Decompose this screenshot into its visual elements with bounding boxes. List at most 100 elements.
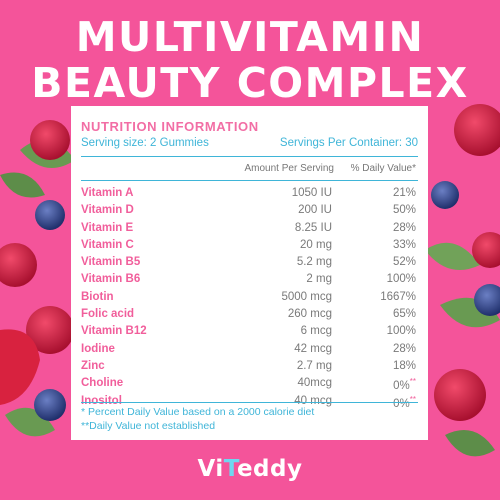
nutrient-name: Vitamin A	[81, 187, 134, 199]
footnote-mark: **	[409, 377, 416, 387]
nutrient-name: Vitamin D	[81, 204, 134, 217]
nutrient-amount: 1050 IU	[291, 187, 332, 199]
daily-value-text: 50%	[392, 204, 416, 217]
nutrient-row: Vitamin D 200 IU 50%	[81, 202, 418, 219]
nutrient-row: Choline 40mcg 0%**	[81, 375, 418, 392]
raspberry-icon	[26, 306, 74, 354]
nutrient-daily-value: 52%	[393, 256, 416, 268]
daily-value-text: 52%	[392, 256, 416, 269]
nutrient-row: Vitamin B12 6 mcg 100%	[81, 323, 418, 340]
nutrient-daily-value: 0%**	[393, 377, 416, 392]
daily-value-text: 100%	[386, 273, 416, 286]
nutrient-daily-value: 65%	[393, 308, 416, 320]
nutrient-amount: 2 mg	[306, 273, 332, 286]
raspberry-icon	[472, 232, 500, 268]
nutrient-daily-value: 21%	[393, 187, 416, 199]
daily-value-text: 1667%	[380, 290, 416, 303]
raspberry-icon	[454, 104, 500, 156]
mint-leaf-icon	[0, 172, 45, 198]
footnote-daily-value: * Percent Daily Value based on a 2000 ca…	[81, 406, 315, 418]
footnote-not-established: **Daily Value not established	[81, 420, 216, 432]
column-header-daily-value: % Daily Value*	[350, 163, 416, 174]
nutrient-row: Vitamin A 1050 IU 21%	[81, 185, 418, 202]
blueberry-icon	[34, 389, 66, 421]
nutrient-amount: 2.7 mg	[296, 359, 332, 372]
strawberry-icon	[0, 329, 40, 405]
servings-per-container: Servings Per Container: 30	[279, 137, 418, 149]
daily-value-text: 33%	[392, 238, 416, 251]
nutrient-name: Vitamin B6	[81, 273, 141, 286]
headline-line-1: MULTIVITAMIN	[75, 13, 425, 61]
nutrient-row: Vitamin B5 5.2 mg 52%	[81, 254, 418, 271]
footnote-mark: **	[409, 394, 416, 404]
daily-value-text: 28%	[392, 221, 416, 234]
nutrient-amount: 5.2 mg	[296, 256, 332, 269]
nutrient-amount: 5000 mcg	[281, 290, 332, 303]
nutrient-row: Folic acid 260 mcg 65%	[81, 306, 418, 323]
blueberry-icon	[431, 181, 459, 209]
brand-logo: ViTeddy	[0, 456, 500, 482]
raspberry-icon	[0, 243, 37, 287]
brand-prefix: Vi	[197, 456, 224, 482]
divider	[81, 180, 418, 181]
nutrient-name: Zinc	[81, 359, 105, 372]
nutrient-daily-value: 100%	[387, 325, 416, 337]
column-header-amount: Amount Per Serving	[244, 163, 335, 174]
nutrient-amount: 42 mcg	[294, 342, 332, 355]
nutrient-row: Inositol 40 mcg 0%**	[81, 393, 418, 410]
nutrient-name: Vitamin C	[81, 238, 134, 251]
nutrient-amount: 20 mg	[300, 238, 332, 251]
serving-size: Serving size: 2 Gummies	[81, 137, 209, 149]
blueberry-icon	[474, 284, 500, 316]
daily-value-text: 0%	[393, 397, 410, 410]
divider	[81, 156, 418, 157]
nutrient-name: Vitamin E	[81, 221, 134, 234]
nutrient-daily-value: 0%**	[393, 395, 416, 410]
nutrient-row: Vitamin C 20 mg 33%	[81, 237, 418, 254]
divider	[81, 402, 418, 403]
nutrient-row: Vitamin B6 2 mg 100%	[81, 271, 418, 288]
daily-value-text: 21%	[392, 187, 416, 199]
nutrient-name: Inositol	[81, 394, 122, 407]
nutrient-row: Zinc 2.7 mg 18%	[81, 358, 418, 375]
nutrient-name: Vitamin B5	[81, 256, 141, 269]
nutrient-rows: Vitamin A 1050 IU 21% Vitamin D 200 IU 50% Vit…	[81, 185, 418, 410]
nutrient-name: Iodine	[81, 342, 115, 355]
nutrient-name: Folic acid	[81, 308, 135, 321]
nutrient-amount: 260 mcg	[287, 308, 332, 321]
daily-value-text: 0%	[393, 380, 410, 393]
nutrition-panel: NUTRITION INFORMATION Serving size: 2 Gu…	[71, 106, 428, 440]
mint-leaf-icon	[445, 430, 495, 457]
nutrient-name: Biotin	[81, 290, 114, 303]
mint-leaf-icon	[425, 242, 480, 270]
daily-value-text: 65%	[392, 308, 416, 321]
raspberry-icon	[30, 120, 70, 160]
blueberry-icon	[35, 200, 65, 230]
daily-value-text: 18%	[392, 359, 416, 372]
nutrient-daily-value: 100%	[387, 273, 416, 285]
brand-highlight: T	[223, 456, 237, 482]
nutrient-row: Vitamin E 8.25 IU 28%	[81, 220, 418, 237]
product-headline: MULTIVITAMIN BEAUTY COMPLEX	[0, 14, 500, 106]
nutrient-daily-value: 18%	[393, 360, 416, 372]
raspberry-icon	[434, 369, 486, 421]
nutrient-name: Vitamin B12	[81, 325, 147, 338]
nutrient-row: Iodine 42 mcg 28%	[81, 341, 418, 358]
nutrient-amount: 40 mcg	[294, 394, 332, 407]
nutrient-amount: 8.25 IU	[294, 221, 332, 234]
nutrient-row: Biotin 5000 mcg 1667%	[81, 289, 418, 306]
nutrient-name: Choline	[81, 377, 124, 390]
daily-value-text: 28%	[392, 342, 416, 355]
brand-suffix: eddy	[236, 456, 303, 482]
nutrient-amount: 6 mcg	[300, 325, 332, 338]
nutrient-daily-value: 28%	[393, 222, 416, 234]
nutrient-daily-value: 33%	[393, 239, 416, 251]
panel-title: NUTRITION INFORMATION	[81, 119, 259, 134]
daily-value-text: 100%	[386, 325, 416, 338]
nutrient-daily-value: 1667%	[380, 291, 416, 303]
nutrient-amount: 40mcg	[297, 377, 332, 390]
nutrient-daily-value: 50%	[393, 204, 416, 216]
nutrient-daily-value: 28%	[393, 343, 416, 355]
nutrient-amount: 200 IU	[298, 204, 332, 217]
